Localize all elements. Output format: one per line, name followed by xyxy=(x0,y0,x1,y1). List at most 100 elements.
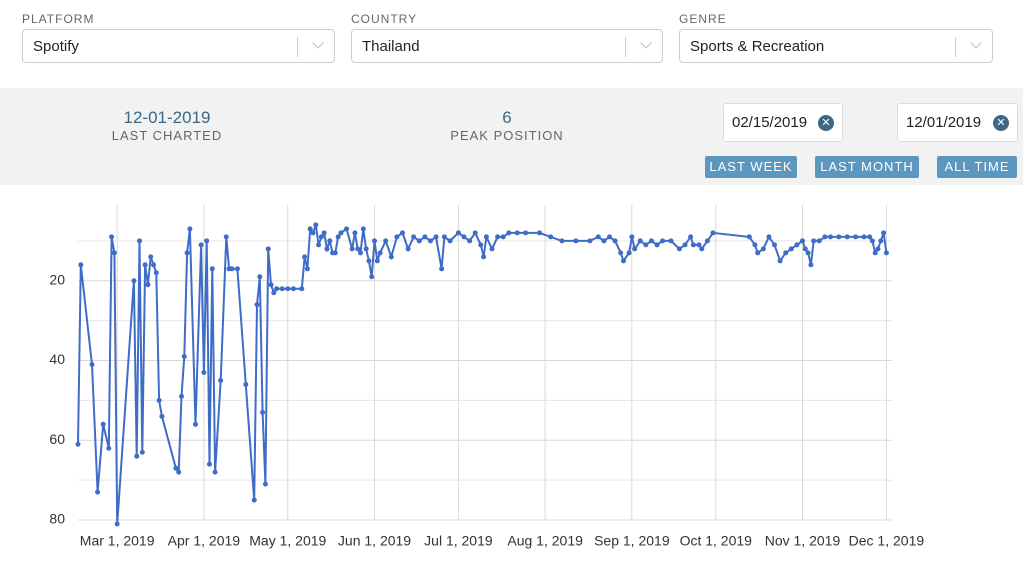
point xyxy=(682,242,688,248)
point xyxy=(234,266,240,272)
point xyxy=(363,246,369,252)
point xyxy=(654,242,660,248)
stat-label: LAST CHARTED xyxy=(111,128,223,143)
point xyxy=(632,246,638,252)
stat-value: 6 xyxy=(502,108,512,127)
point xyxy=(254,302,260,308)
point xyxy=(106,445,112,451)
filter-value: Sports & Recreation xyxy=(690,38,825,55)
point xyxy=(173,465,179,471)
point xyxy=(243,381,249,387)
line xyxy=(77,224,888,525)
point xyxy=(251,497,257,503)
filter-select[interactable]: Spotify xyxy=(22,29,335,63)
clear-icon[interactable]: ✕ xyxy=(818,115,834,131)
point xyxy=(399,230,405,236)
point xyxy=(358,250,364,256)
point xyxy=(495,234,501,240)
point xyxy=(394,234,400,240)
date-input[interactable]: 12/01/2019 ✕ xyxy=(897,103,1018,142)
point xyxy=(111,250,117,256)
point xyxy=(514,230,520,236)
point xyxy=(612,238,618,244)
point xyxy=(523,230,529,236)
stat-value: 12-01-2019 xyxy=(123,108,211,127)
filter-label: GENRE xyxy=(679,12,727,26)
date-value: 02/15/2019 xyxy=(732,114,808,131)
point xyxy=(660,238,666,244)
point xyxy=(811,238,817,244)
point xyxy=(198,242,204,248)
point xyxy=(151,262,157,268)
filter-select[interactable]: Sports & Recreation xyxy=(679,29,993,63)
point xyxy=(587,238,593,244)
point xyxy=(883,250,889,256)
point xyxy=(869,238,875,244)
point xyxy=(187,226,193,232)
point xyxy=(299,286,305,292)
point xyxy=(626,250,632,256)
point xyxy=(559,238,565,244)
point xyxy=(95,489,101,495)
point xyxy=(629,234,635,240)
clear-icon[interactable]: ✕ xyxy=(993,115,1009,131)
point xyxy=(285,286,291,292)
point xyxy=(321,230,327,236)
point xyxy=(439,266,445,272)
x-tick-label: Dec 1, 2019 xyxy=(849,533,925,549)
point xyxy=(279,286,285,292)
point xyxy=(688,234,694,240)
point xyxy=(383,238,389,244)
point xyxy=(766,234,772,240)
point xyxy=(872,250,878,256)
filter-select[interactable]: Thailand xyxy=(351,29,663,63)
x-tick-label: Oct 1, 2019 xyxy=(680,533,753,549)
filter-label: PLATFORM xyxy=(22,12,95,26)
point xyxy=(699,246,705,252)
x-tick-label: Aug 1, 2019 xyxy=(507,533,583,549)
point xyxy=(601,238,607,244)
point xyxy=(369,274,375,280)
point xyxy=(209,266,215,272)
point xyxy=(218,377,224,383)
y-tick-label: 80 xyxy=(49,511,65,527)
point xyxy=(777,258,783,264)
date-input[interactable]: 02/15/2019 ✕ xyxy=(723,103,843,142)
point xyxy=(422,234,428,240)
point xyxy=(388,254,394,260)
point xyxy=(455,230,461,236)
point xyxy=(145,282,151,288)
range-button[interactable]: LAST WEEK xyxy=(705,156,797,178)
point xyxy=(100,421,106,427)
point xyxy=(433,234,439,240)
point xyxy=(483,234,489,240)
point xyxy=(881,230,887,236)
point xyxy=(310,230,316,236)
point xyxy=(427,238,433,244)
point xyxy=(89,361,95,367)
y-tick-label: 20 xyxy=(49,271,65,287)
point xyxy=(867,234,873,240)
point xyxy=(142,262,148,268)
point xyxy=(755,250,761,256)
point xyxy=(461,234,467,240)
point xyxy=(794,242,800,248)
point xyxy=(618,250,624,256)
point xyxy=(620,258,626,264)
point xyxy=(799,238,805,244)
point xyxy=(441,234,447,240)
range-button[interactable]: ALL TIME xyxy=(937,156,1017,178)
point xyxy=(760,246,766,252)
point xyxy=(137,238,143,244)
point xyxy=(349,246,355,252)
point xyxy=(878,238,884,244)
range-button[interactable]: LAST MONTH xyxy=(815,156,919,178)
point xyxy=(307,226,313,232)
point xyxy=(335,234,341,240)
filter-value: Spotify xyxy=(33,38,79,55)
point xyxy=(875,246,881,252)
point xyxy=(489,246,495,252)
point xyxy=(788,246,794,252)
point xyxy=(304,266,310,272)
point xyxy=(506,230,512,236)
